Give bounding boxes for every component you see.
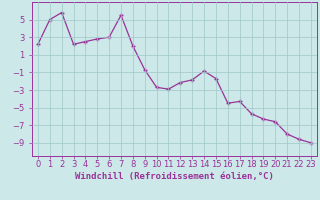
X-axis label: Windchill (Refroidissement éolien,°C): Windchill (Refroidissement éolien,°C) bbox=[75, 172, 274, 181]
